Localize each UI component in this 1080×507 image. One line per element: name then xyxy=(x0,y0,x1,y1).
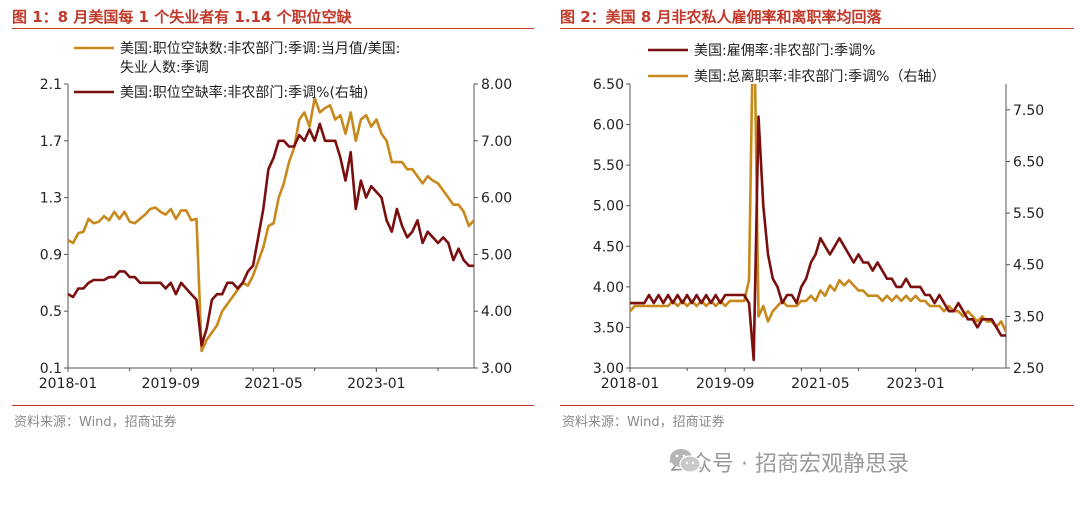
watermark-text: 公众号 · 招商宏观静思录 xyxy=(668,452,909,477)
y-left-tick-label: 4.00 xyxy=(593,280,624,296)
y-left-tick-label: 0.1 xyxy=(40,361,62,377)
watermark: 公众号 · 招商宏观静思录 xyxy=(668,446,909,478)
y-right-tick-label: 3.50 xyxy=(1013,309,1044,325)
chart-1: 2.1 1.7 1.3 0.9 0.5 0.1 8.00 7.00 6.00 5.00 4.00 3.… xyxy=(39,41,512,392)
y-left-tick-label: 1.3 xyxy=(40,191,62,207)
y-right-tick-label: 8.00 xyxy=(481,77,512,93)
figure-2-title-rule xyxy=(560,28,1074,29)
figure-1: 图 1：8 月美国每 1 个失业者有 1.14 个职位空缺 2.1 1.7 1.3 0… xyxy=(0,0,540,440)
y-left-tick-label: 1.7 xyxy=(40,134,62,150)
figure-1-source: 资料来源：Wind，招商证券 xyxy=(14,415,177,430)
legend-label: 美国:职位空缺率:非农部门:季调%(右轴) xyxy=(120,84,368,101)
legend-label: 美国:职位空缺数:非农部门:季调:当月值/美国: xyxy=(120,41,400,57)
figure-1-title-rule xyxy=(12,28,534,29)
wechat-icon xyxy=(670,449,701,473)
y-right-tick-label: 2.50 xyxy=(1013,361,1044,377)
legend-label: 美国:雇佣率:非农部门:季调% xyxy=(694,42,875,59)
y-left-tick-label: 5.50 xyxy=(593,158,624,174)
y-right-tick-label: 6.50 xyxy=(1013,154,1044,170)
x-tick-label: 2019-09 xyxy=(142,376,201,392)
figure-2-source: 资料来源：Wind，招商证券 xyxy=(562,415,725,430)
figure-2-title: 图 2：美国 8 月非农私人雇佣率和离职率均回落 xyxy=(560,8,882,26)
y-left-tick-label: 4.50 xyxy=(593,239,624,255)
y-left-tick-label: 6.00 xyxy=(593,118,624,134)
x-tick-label: 2021-05 xyxy=(791,376,850,392)
y-right-tick-label: 5.00 xyxy=(481,247,512,263)
series-line-0 xyxy=(68,96,474,353)
y-right-tick-label: 7.50 xyxy=(1013,103,1044,119)
y-left-tick-label: 6.50 xyxy=(593,77,624,93)
figure-1-bottom-rule xyxy=(12,405,534,406)
y-left-tick-label: 5.00 xyxy=(593,199,624,215)
legend-label: 美国:总离职率:非农部门:季调%（右轴） xyxy=(694,68,945,85)
figure-2: 图 2：美国 8 月非农私人雇佣率和离职率均回落 6.50 6.00 5.50 5.0… xyxy=(548,0,1080,440)
y-left-tick-label: 0.9 xyxy=(40,247,62,263)
x-tick-label: 2019-09 xyxy=(696,376,755,392)
series-line-1 xyxy=(68,122,474,347)
y-right-tick-label: 6.00 xyxy=(481,191,512,207)
y-right-tick-label: 5.50 xyxy=(1013,206,1044,222)
y-right-tick-label: 7.00 xyxy=(481,134,512,150)
y-right-tick-label: 4.50 xyxy=(1013,258,1044,274)
series-line-0 xyxy=(630,115,1006,362)
y-right-tick-label: 4.00 xyxy=(481,304,512,320)
x-tick-label: 2023-01 xyxy=(886,376,945,392)
y-left-tick-label: 2.1 xyxy=(40,77,62,93)
chart-2: 6.50 6.00 5.50 5.00 4.50 4.00 3.50 3.00 7.50 6.50… xyxy=(593,42,1044,392)
y-right-tick-label: 3.00 xyxy=(481,361,512,377)
figure-2-bottom-rule xyxy=(560,405,1074,406)
x-tick-label: 2018-01 xyxy=(601,376,660,392)
y-left-tick-label: 3.50 xyxy=(593,320,624,336)
x-tick-label: 2018-01 xyxy=(39,376,98,392)
x-tick-label: 2023-01 xyxy=(347,376,406,392)
legend-label: 失业人数:季调 xyxy=(120,60,209,76)
x-tick-label: 2021-05 xyxy=(244,376,303,392)
figure-1-title: 图 1：8 月美国每 1 个失业者有 1.14 个职位空缺 xyxy=(12,8,352,26)
y-left-tick-label: 3.00 xyxy=(593,361,624,377)
y-left-tick-label: 0.5 xyxy=(40,304,62,320)
